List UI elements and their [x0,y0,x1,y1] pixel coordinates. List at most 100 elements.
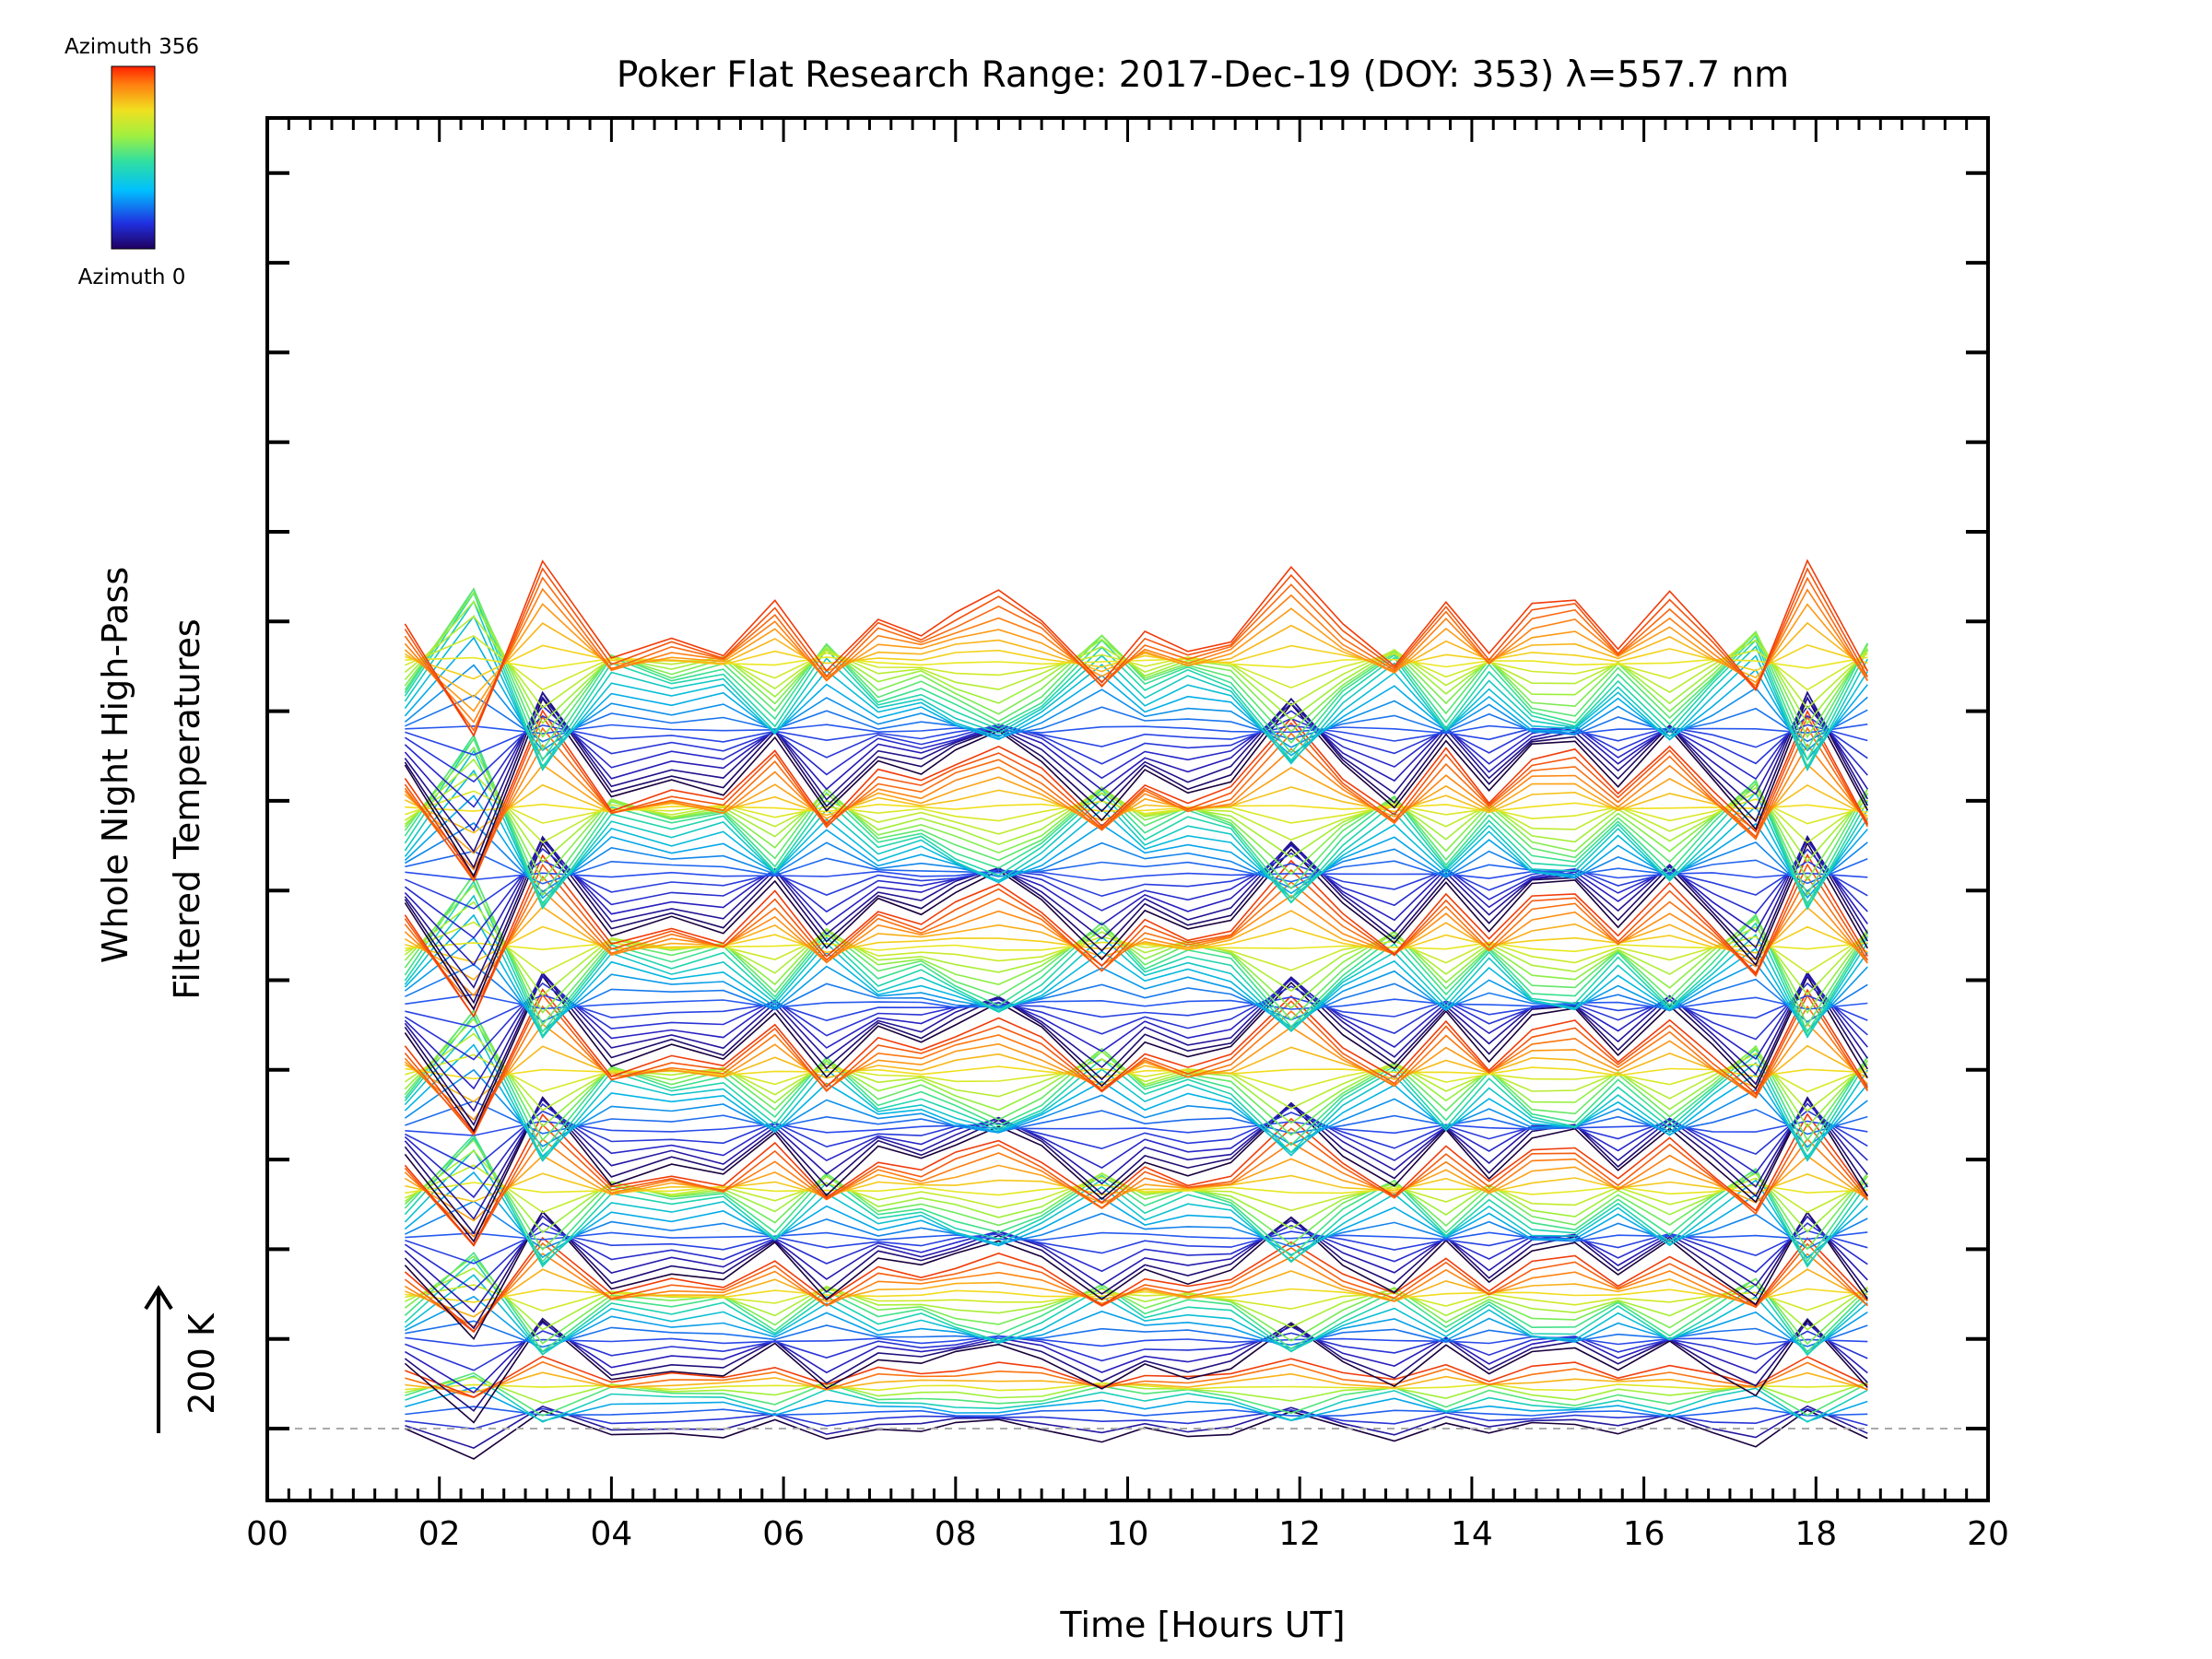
series-line [404,1068,1868,1148]
series-line [404,1258,1868,1357]
x-tick-labels: 00 02 04 06 08 10 12 14 16 18 20 [246,1515,2009,1553]
series-line [404,1252,1868,1354]
series-line [404,736,1868,911]
series-line [404,879,1868,1038]
x-tick-label: 00 [246,1515,288,1553]
series-line [404,1135,1868,1268]
series-line [405,1371,1868,1394]
colorbar-top-label: Azimuth 356 [65,35,199,59]
y-axis-label-line1: Whole Night High-Pass [95,567,135,963]
series-line [405,1230,1868,1265]
series-line [404,841,1868,1011]
series-line [405,1231,1868,1242]
series-line [404,863,1868,1018]
series-line [405,1355,1868,1398]
series-line [405,724,1868,735]
x-axis-label: Time [Hours UT] [1059,1605,1345,1645]
scale-label: 200 K [182,1312,222,1415]
series-line [404,587,1869,762]
scale-arrow-icon [144,1285,173,1433]
series-line [404,709,1869,879]
chart-title: Poker Flat Research Range: 2017-Dec-19 (… [617,54,1789,96]
series-line [405,724,1868,756]
series-line [404,704,1868,808]
series-line [404,737,1868,897]
series-line [404,690,1868,853]
series-line [404,769,1868,905]
series-line [404,1123,1868,1247]
series-line [405,925,1868,963]
series-line [404,603,1868,712]
series-line [404,913,1868,1038]
series-line [405,1330,1868,1371]
series-line [404,696,1869,878]
series-line [404,872,1868,1034]
series-line [404,591,1869,770]
series-line [404,615,1868,769]
series-line [404,743,1868,871]
series-line [404,834,1868,989]
series-line [404,734,1869,907]
series-line [405,994,1868,1010]
series-line [404,1222,1868,1291]
series-line [405,1120,1868,1136]
series-line [405,963,1868,1023]
series-line [404,847,1868,939]
series-line [404,1253,1868,1328]
series-line [404,1096,1868,1235]
series-line [404,1138,1868,1252]
series-line [405,1372,1868,1417]
series-line [404,1008,1868,1153]
series-line [405,694,1868,743]
colorbar [111,65,156,250]
trace-group [404,559,1869,1460]
series-line [404,1112,1868,1247]
series-line [404,1215,1868,1313]
series-line [404,936,1868,1033]
series-line [404,1005,1868,1133]
series-line [404,821,1868,893]
series-line [404,726,1868,881]
series-line [404,696,1868,832]
y-axis-label-line2: Filtered Temperatures [167,618,207,999]
series-line [404,567,1868,737]
series-line [404,1137,1868,1239]
series-line [405,1375,1868,1423]
series-line [404,1274,1868,1356]
series-line [404,1102,1868,1199]
x-tick-label: 10 [1107,1515,1149,1553]
series-line [404,1210,1868,1330]
series-line [404,636,1868,761]
series-line [404,1043,1868,1159]
series-line [404,587,1868,751]
series-line [404,988,1868,1135]
series-line [405,1320,1868,1348]
series-line [404,1148,1868,1266]
series-line [404,1236,1868,1333]
series-line [404,1319,1868,1424]
colorbar-bottom-label: Azimuth 0 [78,265,186,289]
series-line [404,749,1868,910]
axis-ticks [265,118,1990,1500]
series-line [404,1096,1868,1243]
series-line [405,1408,1868,1460]
series-line [404,690,1869,869]
series-line [405,1382,1868,1392]
series-line [405,1376,1868,1405]
x-tick-label: 06 [762,1515,805,1553]
series-line [404,1014,1868,1160]
series-line [404,664,1868,752]
series-line [405,1268,1868,1318]
series-line [405,1405,1868,1449]
x-tick-label: 20 [1967,1515,2009,1553]
series-line [404,971,1868,1112]
x-tick-label: 12 [1278,1515,1321,1553]
series-line [404,794,1868,900]
series-line [404,559,1869,737]
series-line [405,1406,1868,1418]
series-line [405,1295,1868,1353]
series-line [404,1241,1868,1334]
series-line [404,1322,1868,1394]
series-line [405,1053,1868,1093]
